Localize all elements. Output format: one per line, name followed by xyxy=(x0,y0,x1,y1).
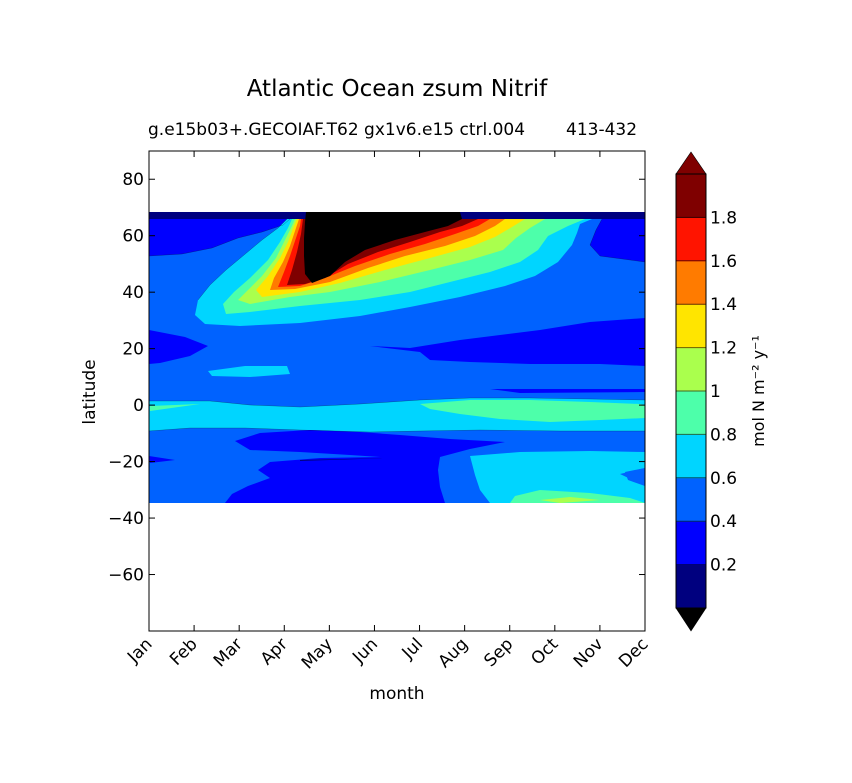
contour-level-0.6-0.8-patch-12n xyxy=(208,366,290,377)
axes-frame xyxy=(148,150,646,632)
x-tick-label: Nov xyxy=(570,634,608,672)
colorbar-band xyxy=(676,174,706,218)
colorbar-tick-label: 0.2 xyxy=(710,556,737,576)
y-axis-ticks xyxy=(149,178,645,576)
y-tick-label: 20 xyxy=(122,340,144,360)
colorbar-tick-label: 1 xyxy=(710,382,721,402)
x-axis-label: month xyxy=(369,684,424,704)
x-tick-label: Oct xyxy=(527,634,562,669)
x-tick-label: Jul xyxy=(398,634,427,663)
contour-level-0.0-0.2-south-streak xyxy=(300,458,390,461)
x-tick-label: Mar xyxy=(210,634,247,671)
colorbar-label: mol N m⁻² y⁻¹ xyxy=(749,335,768,447)
colorbar-band xyxy=(676,477,706,522)
y-tick-label: 40 xyxy=(122,283,144,303)
contour-level-0.2-0.4-subtropics-late xyxy=(370,318,645,366)
colorbar-tick-label: 0.4 xyxy=(710,512,737,532)
colorbar-band xyxy=(676,521,706,566)
x-tick-label: Jun xyxy=(348,634,382,668)
colorbar-band xyxy=(676,347,706,392)
contour-level-0.2-0.4-south xyxy=(225,430,505,503)
colorbar-tick-label: 1.4 xyxy=(710,295,737,315)
colorbar-tick-label: 0.8 xyxy=(710,425,737,445)
contour-level-0.2-0.4-subtropics-winter xyxy=(149,330,208,364)
colorbar: 0.2 0.4 0.6 0.8 1 1.2 1.4 1.6 1.8 mol N m⁻² y⁻¹ xyxy=(675,151,768,632)
x-tick-label: Sep xyxy=(480,634,517,671)
x-tick-label: May xyxy=(298,634,337,673)
contour-level-0.4-0.6-south-late-inset xyxy=(625,468,645,486)
contour-level-0.8-1.0-equatorial xyxy=(150,404,200,411)
x-tick-label: Aug xyxy=(435,634,473,672)
colorbar-tick-label: 1.8 xyxy=(710,208,737,228)
colorbar-band xyxy=(676,391,706,435)
y-axis-label: latitude xyxy=(80,359,100,424)
y-tick-label: −40 xyxy=(108,509,144,529)
x-tick-label: Feb xyxy=(166,634,201,669)
contour-level-0.6-0.8-south-late xyxy=(470,451,645,503)
colorbar-band xyxy=(676,260,706,305)
colorbar-band xyxy=(676,434,706,479)
contour-level-0.8-1.0-equatorial-late xyxy=(420,400,645,422)
y-tick-label: 80 xyxy=(122,170,144,190)
y-tick-label: 0 xyxy=(133,396,144,416)
chart-subtitle-right: 413-432 xyxy=(566,120,638,140)
contour-field xyxy=(149,212,645,503)
colorbar-band xyxy=(676,304,706,349)
x-tick-label: Jan xyxy=(123,634,156,667)
contour-lines xyxy=(149,218,645,433)
colorbar-band xyxy=(676,217,706,262)
contour-level-0.2-0.4-lowlat-streak xyxy=(490,389,645,393)
colorbar-extend-max xyxy=(675,151,707,175)
colorbar-ticks xyxy=(676,216,706,566)
colorbar-bands xyxy=(676,174,706,609)
colorbar-tick-label: 1.6 xyxy=(710,252,737,272)
x-axis-tick-labels: Jan Feb Mar Apr May Jun Jul Aug Sep Oct Nov Dec xyxy=(123,634,652,673)
contour-level-0.2-0.4-north-winter xyxy=(149,219,290,256)
colorbar-tick-labels: 0.2 0.4 0.6 0.8 1 1.2 1.4 1.6 1.8 xyxy=(710,208,737,575)
colorbar-tick-label: 1.2 xyxy=(710,339,737,359)
colorbar-extend-min xyxy=(675,607,707,632)
contour-level-0.2-0.4-north-late xyxy=(590,219,645,262)
y-tick-label: −20 xyxy=(108,453,144,473)
y-axis-tick-labels: 80 60 40 20 0 −20 −40 −60 xyxy=(108,170,144,585)
chart-subtitle-left: g.e15b03+.GECOIAF.T62 gx1v6.e15 ctrl.004 xyxy=(148,120,526,140)
colorbar-band xyxy=(676,564,706,609)
colorbar-tick-label: 0.6 xyxy=(710,469,737,489)
x-axis-ticks xyxy=(148,151,646,631)
y-tick-label: −60 xyxy=(108,566,144,586)
chart-title: Atlantic Ocean zsum Nitrif xyxy=(246,76,548,102)
contour-level-over-2.0-core xyxy=(304,212,462,283)
contour-level-0.2-0.4-feb-south xyxy=(149,456,175,463)
contour-level-1.0-1.2-south-late xyxy=(540,497,600,503)
x-tick-label: Apr xyxy=(257,634,292,669)
x-tick-label: Dec xyxy=(615,634,652,671)
y-tick-label: 60 xyxy=(122,227,144,247)
